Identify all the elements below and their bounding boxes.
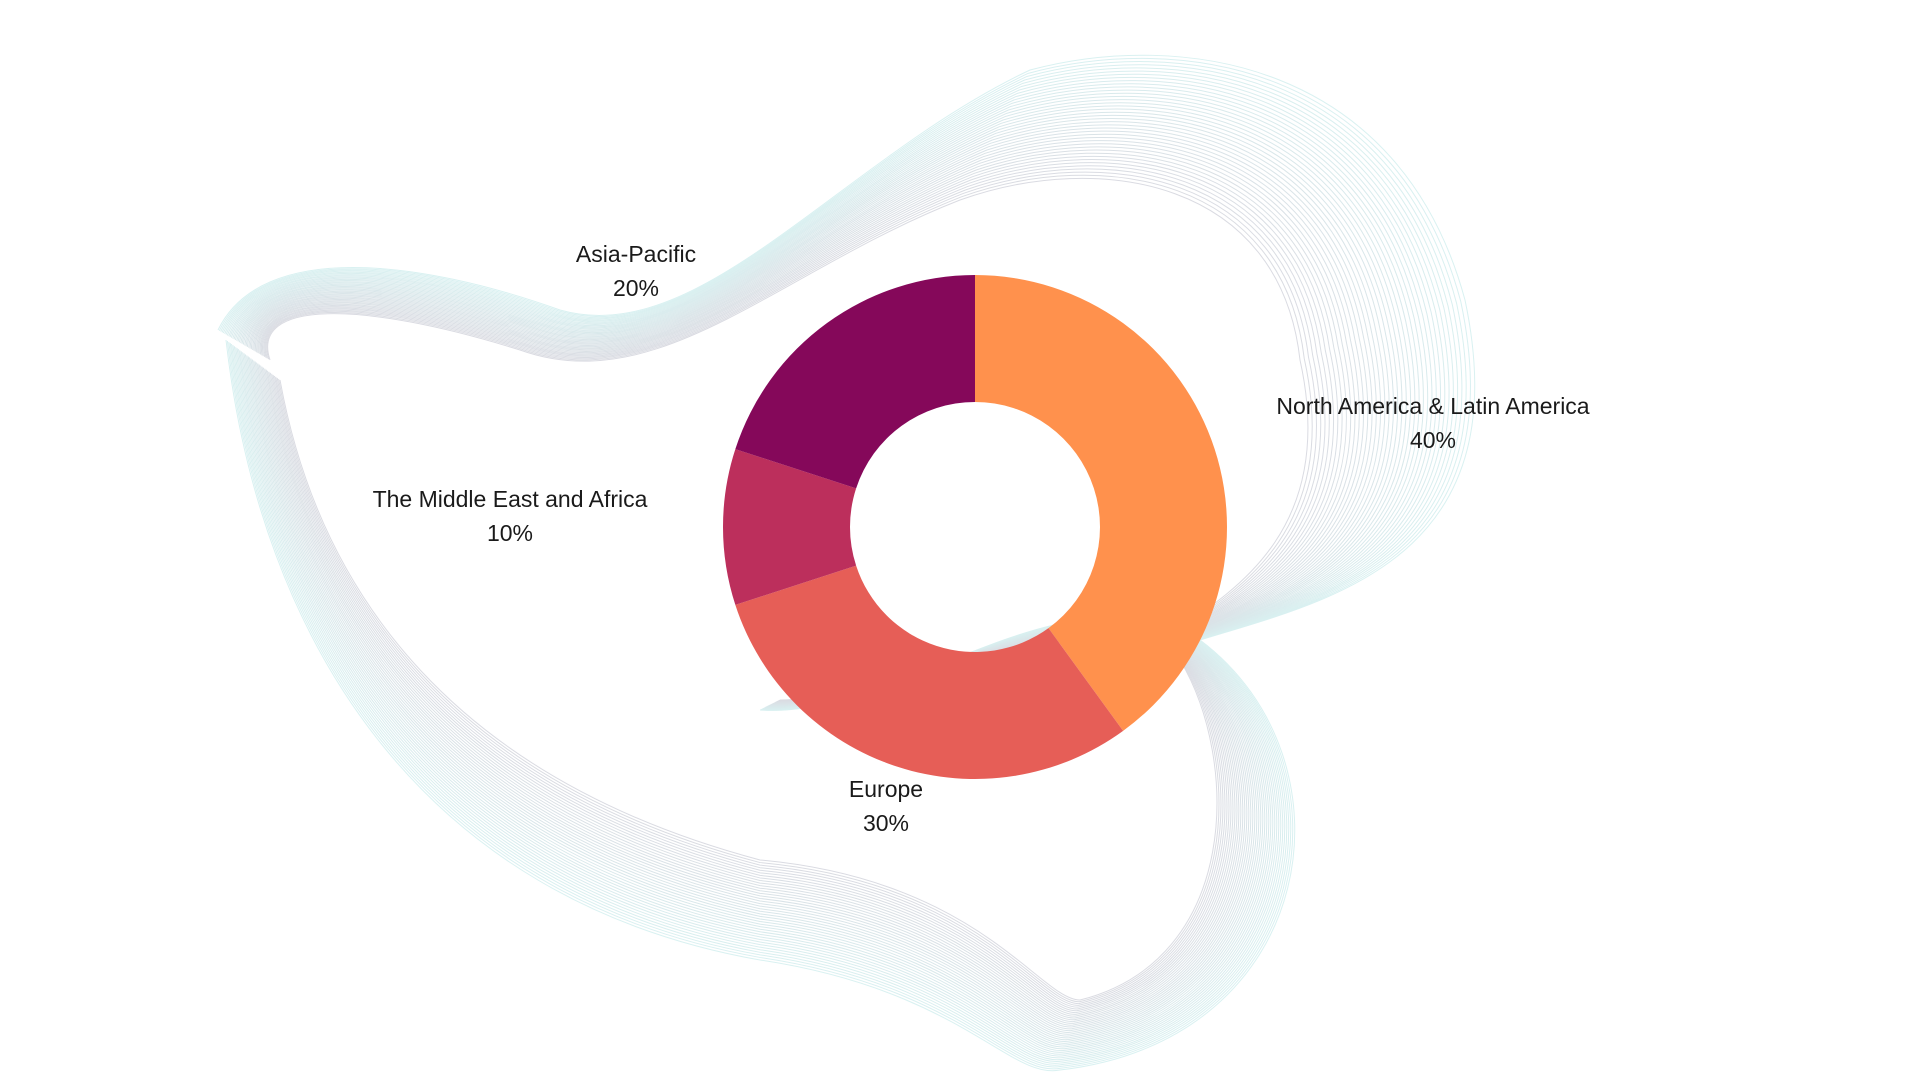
mesh-line — [229, 83, 1437, 641]
mesh-line — [249, 130, 1373, 641]
donut-slice-the-middle-east-and-africa — [722, 449, 857, 605]
mesh-line — [244, 118, 1390, 641]
mesh-line — [221, 64, 1463, 641]
slice-label-name: North America & Latin America — [1276, 393, 1589, 419]
mesh-line — [252, 137, 1365, 641]
mesh-line — [257, 149, 1347, 641]
slice-label-value: 30% — [863, 810, 909, 836]
mesh-line — [222, 67, 1459, 641]
mesh-line — [220, 61, 1467, 641]
mesh-line — [267, 177, 1309, 641]
slice-label-name: Europe — [849, 776, 923, 802]
mesh-line — [224, 70, 1454, 641]
mesh-line — [234, 95, 1420, 641]
mesh-line — [230, 86, 1433, 641]
slice-label-value: 10% — [487, 520, 533, 546]
slice-label-name: Asia-Pacific — [576, 241, 696, 267]
mesh-line — [233, 92, 1424, 641]
mesh-line — [240, 108, 1403, 641]
mesh-line — [228, 80, 1442, 641]
mesh-line — [256, 146, 1352, 641]
mesh-line — [266, 174, 1313, 641]
mesh-line — [245, 121, 1386, 641]
mesh-line — [241, 111, 1399, 641]
mesh-line — [258, 152, 1343, 641]
donut-slice-europe — [735, 565, 1124, 779]
mesh-line — [263, 165, 1326, 641]
mesh-line — [265, 171, 1318, 641]
mesh-line — [264, 168, 1322, 641]
mesh-line — [236, 99, 1416, 641]
mesh-line — [226, 76, 1446, 641]
mesh-line — [238, 105, 1407, 641]
slice-label-value: 20% — [613, 275, 659, 301]
donut-labels: North America & Latin America 40% Europe 30… — [373, 241, 1590, 836]
mesh-line — [237, 102, 1412, 641]
slice-label-value: 40% — [1410, 427, 1456, 453]
mesh-line — [248, 127, 1377, 641]
donut-slice-north-america-latin-america — [975, 275, 1228, 731]
mesh-line — [232, 89, 1429, 641]
mesh-line — [250, 133, 1369, 641]
mesh-line — [254, 143, 1356, 641]
mesh-line — [246, 124, 1382, 641]
mesh-line — [217, 54, 1476, 641]
mesh-line — [253, 140, 1360, 641]
mesh-line — [260, 159, 1335, 641]
mesh-line — [259, 155, 1339, 641]
mesh-line — [261, 162, 1330, 641]
slice-label-name: The Middle East and Africa — [373, 486, 648, 512]
donut-slices — [722, 275, 1228, 779]
donut-slice-asia-pacific — [735, 275, 975, 489]
mesh-line — [218, 57, 1471, 641]
mesh-line — [225, 73, 1450, 641]
mesh-line — [242, 114, 1394, 641]
